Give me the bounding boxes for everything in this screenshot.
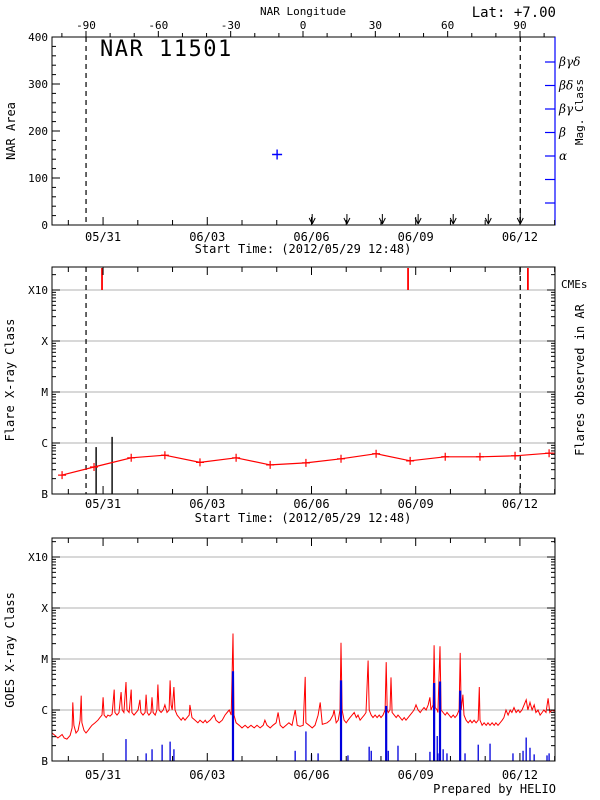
y-tick-label: 400 xyxy=(28,31,48,44)
y-tick-label: M xyxy=(41,386,48,399)
panel-frame xyxy=(51,36,556,226)
cmes-label: CMEs xyxy=(561,278,588,291)
background-point-marker xyxy=(475,452,484,461)
credit-label: Prepared by HELIO xyxy=(433,782,556,796)
x-tick-label: 05/31 xyxy=(85,497,121,511)
longitude-tick-label: -60 xyxy=(148,19,168,32)
panel-frame xyxy=(51,266,556,495)
background-point-marker xyxy=(406,456,415,465)
flare-event-arrow-icon xyxy=(516,209,524,225)
nar-area-axis-label: NAR Area xyxy=(4,102,18,160)
mag-class-tick-label: βγδ xyxy=(558,55,580,69)
background-point-marker xyxy=(372,449,381,458)
y-tick-label: X10 xyxy=(28,551,48,564)
background-point-marker xyxy=(337,454,346,463)
x-tick-label: 06/03 xyxy=(189,497,225,511)
background-point-marker xyxy=(301,458,310,467)
y-tick-label: 300 xyxy=(28,78,48,91)
background-point-marker xyxy=(160,451,169,460)
background-point-marker xyxy=(511,451,520,460)
y-tick-label: 100 xyxy=(28,172,48,185)
x-tick-label: 06/12 xyxy=(502,768,538,782)
nar-longitude-axis-title: NAR Longitude xyxy=(260,5,346,18)
y-tick-label: B xyxy=(41,488,48,501)
x-tick-label: 06/06 xyxy=(293,497,329,511)
x-tick-label: 06/12 xyxy=(502,497,538,511)
x-tick-label: 06/03 xyxy=(189,768,225,782)
y-tick-label: X xyxy=(41,335,48,348)
longitude-tick-label: 90 xyxy=(513,19,526,32)
x-tick-label: 05/31 xyxy=(85,230,121,244)
flare-event-arrow-icon xyxy=(308,214,316,225)
latitude-label: Lat: +7.00 xyxy=(472,5,556,21)
x-tick-label: 06/09 xyxy=(398,230,434,244)
x-tick-label: 06/03 xyxy=(189,230,225,244)
y-tick-label: C xyxy=(41,704,48,717)
y-tick-label: M xyxy=(41,653,48,666)
start-time-label-panel2: Start Time: (2012/05/29 12:48) xyxy=(195,511,412,525)
goes-flux-panel: 05/31 06/03 06/06 06/09 06/12 B C M X X10 xyxy=(28,537,556,782)
nar-area-panel: 05/31 06/03 06/06 06/09 06/120100200300400-9… xyxy=(28,19,580,244)
flare-event-arrow-icon xyxy=(449,214,457,225)
background-point-marker xyxy=(441,452,450,461)
longitude-tick-label: 60 xyxy=(441,19,454,32)
flares-observed-label: Flares observed in AR xyxy=(573,303,587,455)
y-tick-label: C xyxy=(41,437,48,450)
panel-frame xyxy=(51,537,556,762)
longitude-tick-label: -90 xyxy=(76,19,96,32)
goes-flux-curve xyxy=(51,633,556,740)
start-time-label-panel1: Start Time: (2012/05/29 12:48) xyxy=(195,242,412,256)
background-point-marker xyxy=(232,453,241,462)
y-tick-label: 0 xyxy=(41,219,48,232)
y-tick-label: B xyxy=(41,755,48,768)
x-tick-label: 06/09 xyxy=(398,768,434,782)
xray-background-curve xyxy=(61,452,555,476)
background-point-marker xyxy=(90,462,99,471)
flare-xray-axis-label: Flare X-ray Class xyxy=(3,319,17,442)
x-tick-label: 06/12 xyxy=(502,230,538,244)
x-tick-label: 06/09 xyxy=(398,497,434,511)
y-tick-label: X xyxy=(41,602,48,615)
panel1-title: NAR 11501 xyxy=(100,37,233,62)
mag-class-tick-label: βδ xyxy=(558,79,573,93)
flare-event-arrow-icon xyxy=(378,214,386,225)
background-point-marker xyxy=(195,458,204,467)
x-tick-label: 06/06 xyxy=(293,768,329,782)
longitude-tick-label: -30 xyxy=(221,19,241,32)
background-point-marker xyxy=(266,460,275,469)
mag-class-tick-label: βγ xyxy=(558,102,574,116)
longitude-tick-label: 0 xyxy=(300,19,307,32)
nar-area-marker xyxy=(272,149,283,160)
x-tick-label: 06/06 xyxy=(293,230,329,244)
goes-xray-axis-label: GOES X-ray Class xyxy=(3,592,17,708)
y-tick-label: 200 xyxy=(28,125,48,138)
y-tick-label: X10 xyxy=(28,284,48,297)
flare-event-arrow-icon xyxy=(484,214,492,225)
x-tick-label: 05/31 xyxy=(85,768,121,782)
flare-event-arrow-icon xyxy=(414,214,422,225)
mag-class-tick-label: β xyxy=(558,126,566,140)
flare-class-panel: 05/31 06/03 06/06 06/09 06/12 B C M X X10 xyxy=(28,266,556,511)
background-point-marker xyxy=(58,471,67,480)
longitude-tick-label: 30 xyxy=(369,19,382,32)
mag-class-axis-label: Mag. Class xyxy=(573,79,586,145)
background-point-marker xyxy=(127,453,136,462)
flare-event-arrow-icon xyxy=(343,214,351,225)
background-point-marker xyxy=(545,449,554,458)
mag-class-tick-label: α xyxy=(559,149,567,163)
